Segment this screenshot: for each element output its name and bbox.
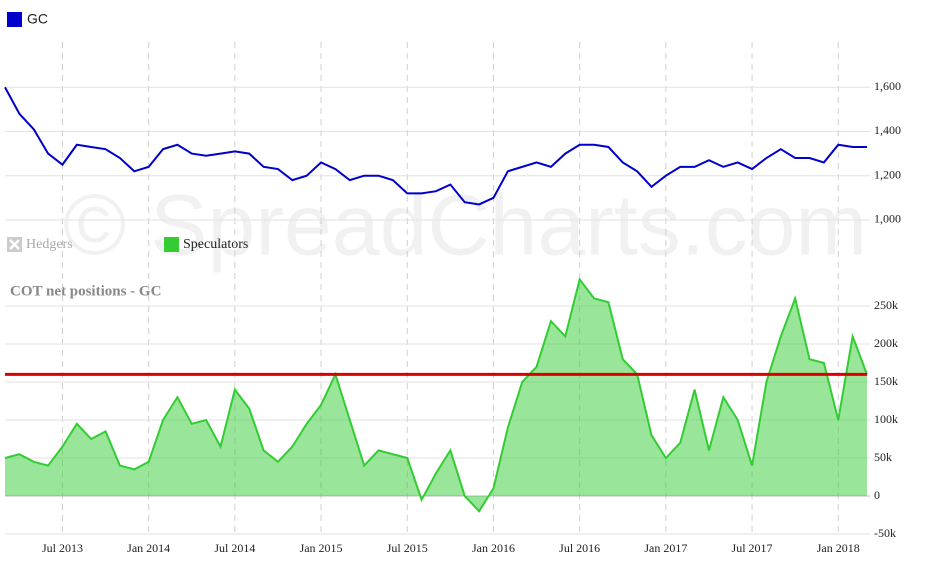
y-tick-label: 1,400 [874, 123, 901, 137]
x-tick-label: Jan 2016 [472, 541, 515, 555]
x-tick-label: Jan 2014 [127, 541, 170, 555]
y-tick-label: 100k [874, 412, 898, 426]
x-tick-label: Jul 2016 [559, 541, 600, 555]
legend-swatch [164, 237, 179, 252]
x-tick-label: Jul 2015 [387, 541, 428, 555]
area-fill [5, 279, 867, 512]
area-line [4, 277, 868, 513]
legend-disabled-mark [9, 239, 20, 250]
legend-label[interactable]: Hedgers [26, 237, 73, 252]
x-tick-label: Jan 2018 [817, 541, 860, 555]
y-tick-label: 1,000 [874, 212, 901, 226]
x-tick-label: Jul 2017 [732, 541, 773, 555]
y-tick-label: 50k [874, 450, 892, 464]
price-line [4, 86, 867, 206]
watermark: © SpreadCharts.com [63, 178, 867, 274]
y-tick-label: 1,200 [874, 167, 901, 181]
legend-label: GC [27, 11, 48, 27]
panel-title: COT net positions - GC [10, 283, 161, 299]
y-tick-label: 250k [874, 298, 898, 312]
y-tick-label: -50k [874, 526, 896, 540]
y-tick-label: 150k [874, 374, 898, 388]
x-tick-label: Jul 2013 [42, 541, 83, 555]
x-tick-label: Jul 2014 [214, 541, 255, 555]
legend-swatch [7, 12, 22, 27]
x-tick-label: Jan 2017 [644, 541, 687, 555]
x-tick-label: Jan 2015 [300, 541, 343, 555]
y-tick-label: 0 [874, 488, 880, 502]
y-tick-label: 200k [874, 336, 898, 350]
legend-label[interactable]: Speculators [183, 237, 248, 252]
y-tick-label: 1,600 [874, 79, 901, 93]
